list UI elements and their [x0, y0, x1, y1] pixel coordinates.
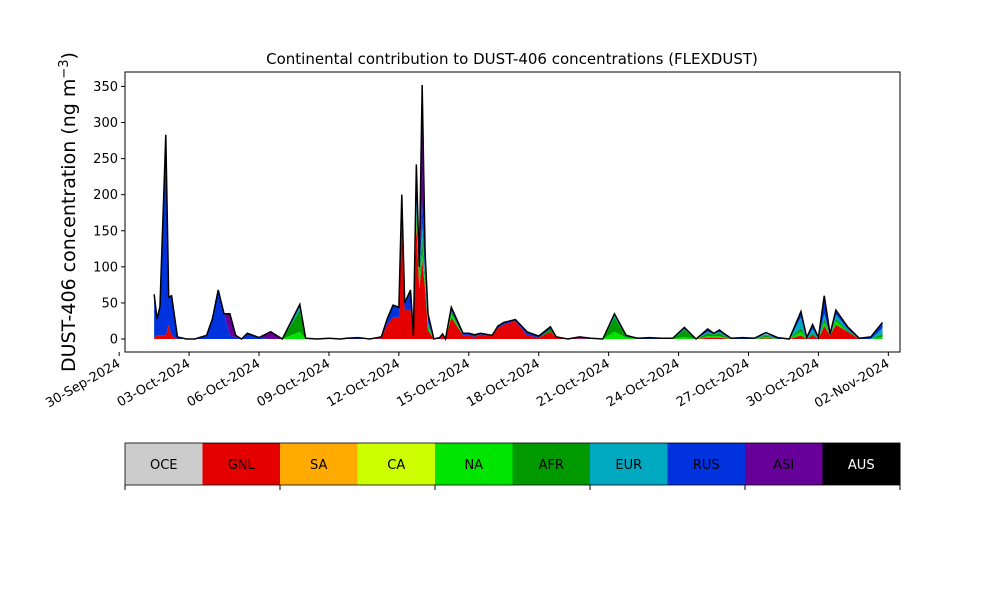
y-tick-label: 300	[93, 116, 118, 131]
plot-frame	[124, 71, 901, 353]
x-tick-label: 06-Oct-2024	[185, 356, 263, 410]
legend-swatch-gnl	[202, 443, 281, 485]
y-axis-ticks: 0 50 100 150 200 250 300 350	[93, 80, 125, 348]
legend-label-aus: AUS	[848, 458, 875, 473]
y-tick-label: 250	[93, 152, 118, 167]
legend-swatch-asi	[745, 443, 823, 485]
legend-swatch-na	[435, 443, 513, 485]
x-axis-ticks: 30-Sep-202403-Oct-202406-Oct-202409-Oct-…	[43, 352, 892, 411]
legend-swatch-oce	[125, 443, 203, 485]
chart-title: Continental contribution to DUST-406 con…	[266, 50, 758, 68]
x-tick-label: 24-Oct-2024	[604, 356, 682, 410]
y-tick-label: 50	[101, 296, 118, 311]
legend-swatch-aus	[822, 443, 901, 485]
y-tick-label: 350	[93, 80, 118, 95]
x-tick-label: 21-Oct-2024	[534, 356, 612, 410]
total-concentration-line	[153, 84, 884, 342]
x-tick-label: 30-Oct-2024	[744, 356, 822, 410]
y-tick-label: 0	[110, 333, 118, 348]
legend-label-eur: EUR	[615, 458, 642, 473]
x-tick-label: 12-Oct-2024	[324, 356, 402, 410]
legend-label-sa: SA	[310, 458, 327, 473]
legend-swatch-rus	[667, 443, 746, 485]
legend-label-oce: OCE	[150, 458, 178, 473]
legend-frame	[124, 442, 901, 486]
legend-swatch-sa	[280, 443, 358, 485]
area-series-asi	[154, 84, 883, 340]
legend-swatch-afr	[512, 443, 591, 485]
legend-label-gnl: GNL	[228, 458, 256, 473]
legend-label-asi: ASI	[773, 458, 794, 473]
area-series-afr	[154, 209, 883, 340]
y-tick-label: 150	[93, 224, 118, 239]
stacked-areas	[154, 84, 883, 340]
area-series-na	[154, 216, 883, 340]
y-tick-label: 200	[93, 188, 118, 203]
y-axis-label-exponent: −3	[57, 59, 72, 78]
y-axis-label: DUST-406 concentration (ng m−3)	[57, 52, 80, 372]
x-tick-label: 18-Oct-2024	[464, 356, 542, 410]
area-series-eur	[154, 194, 883, 340]
x-tick-label: 02-Nov-2024	[812, 356, 892, 411]
x-tick-label: 15-Oct-2024	[394, 356, 472, 410]
y-tick-label: 100	[93, 260, 118, 275]
x-tick-label: 09-Oct-2024	[255, 356, 333, 410]
legend-swatch-ca	[357, 443, 436, 485]
legend-label-rus: RUS	[693, 458, 720, 473]
y-axis-label-close: )	[58, 52, 80, 59]
x-tick-label: 03-Oct-2024	[115, 356, 193, 410]
area-series-rus	[154, 134, 883, 340]
legend-label-ca: CA	[387, 458, 405, 473]
legend-swatch-eur	[590, 443, 668, 485]
legend-label-afr: AFR	[539, 458, 564, 473]
x-tick-label: 30-Sep-2024	[43, 356, 123, 411]
legend-label-na: NA	[464, 458, 483, 473]
y-axis-label-main: DUST-406 concentration (ng m	[58, 79, 80, 372]
x-tick-label: 27-Oct-2024	[674, 356, 752, 410]
continent-colorbar-legend: OCE GNL SA CA NA AFR EUR RUS ASI AUS	[124, 442, 901, 490]
